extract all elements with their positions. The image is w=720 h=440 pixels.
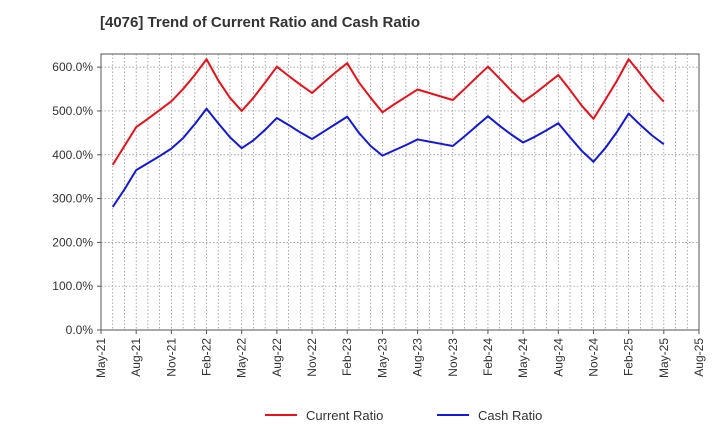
x-tick-label: Nov-23 — [446, 338, 460, 377]
plot-border — [100, 53, 700, 331]
x-tick-label: Aug-21 — [129, 338, 143, 377]
x-tick-label: May-21 — [94, 338, 108, 378]
y-tick-label: 600.0% — [52, 60, 93, 74]
x-tick-label: May-22 — [235, 338, 249, 378]
x-axis-ticks: May-21 Aug-21 Nov-21 Feb-22 May-22 Aug-22 Nov-… — [94, 330, 706, 378]
x-tick-label: Feb-25 — [622, 338, 636, 376]
x-tick-label: Nov-21 — [164, 338, 178, 377]
y-tick-label: 0.0% — [66, 323, 94, 337]
x-tick-label: Aug-25 — [692, 338, 706, 377]
plot-area — [101, 54, 699, 330]
legend: Current Ratio Cash Ratio — [265, 408, 542, 423]
y-tick-label: 300.0% — [52, 192, 93, 206]
legend-label-cash-ratio: Cash Ratio — [478, 408, 542, 423]
series-line-current-ratio — [111, 58, 665, 166]
chart-title: [4076] Trend of Current Ratio and Cash R… — [100, 14, 421, 31]
x-tick-label: May-23 — [375, 338, 389, 378]
x-tick-label: Aug-23 — [411, 338, 425, 377]
x-tick-label: Nov-24 — [586, 338, 600, 377]
series-line-cash-ratio — [111, 107, 665, 208]
x-tick-label: Aug-24 — [551, 338, 565, 377]
x-tick-label: May-24 — [516, 338, 530, 378]
x-tick-label: Feb-22 — [200, 338, 214, 376]
legend-label-current-ratio: Current Ratio — [306, 408, 383, 423]
y-tick-label: 500.0% — [52, 104, 93, 118]
x-tick-label: Feb-23 — [340, 338, 354, 376]
x-tick-label: Aug-22 — [270, 338, 284, 377]
series-layer — [111, 58, 665, 208]
y-tick-label: 200.0% — [52, 235, 93, 249]
y-tick-label: 400.0% — [52, 148, 93, 162]
x-tick-label: Feb-24 — [481, 338, 495, 376]
y-tick-label: 100.0% — [52, 279, 93, 293]
x-tick-label: May-25 — [657, 338, 671, 378]
y-axis-ticks: 0.0% 100.0% 200.0% 300.0% 400.0% 500.0% 600.0% — [52, 60, 101, 337]
x-tick-label: Nov-22 — [305, 338, 319, 377]
